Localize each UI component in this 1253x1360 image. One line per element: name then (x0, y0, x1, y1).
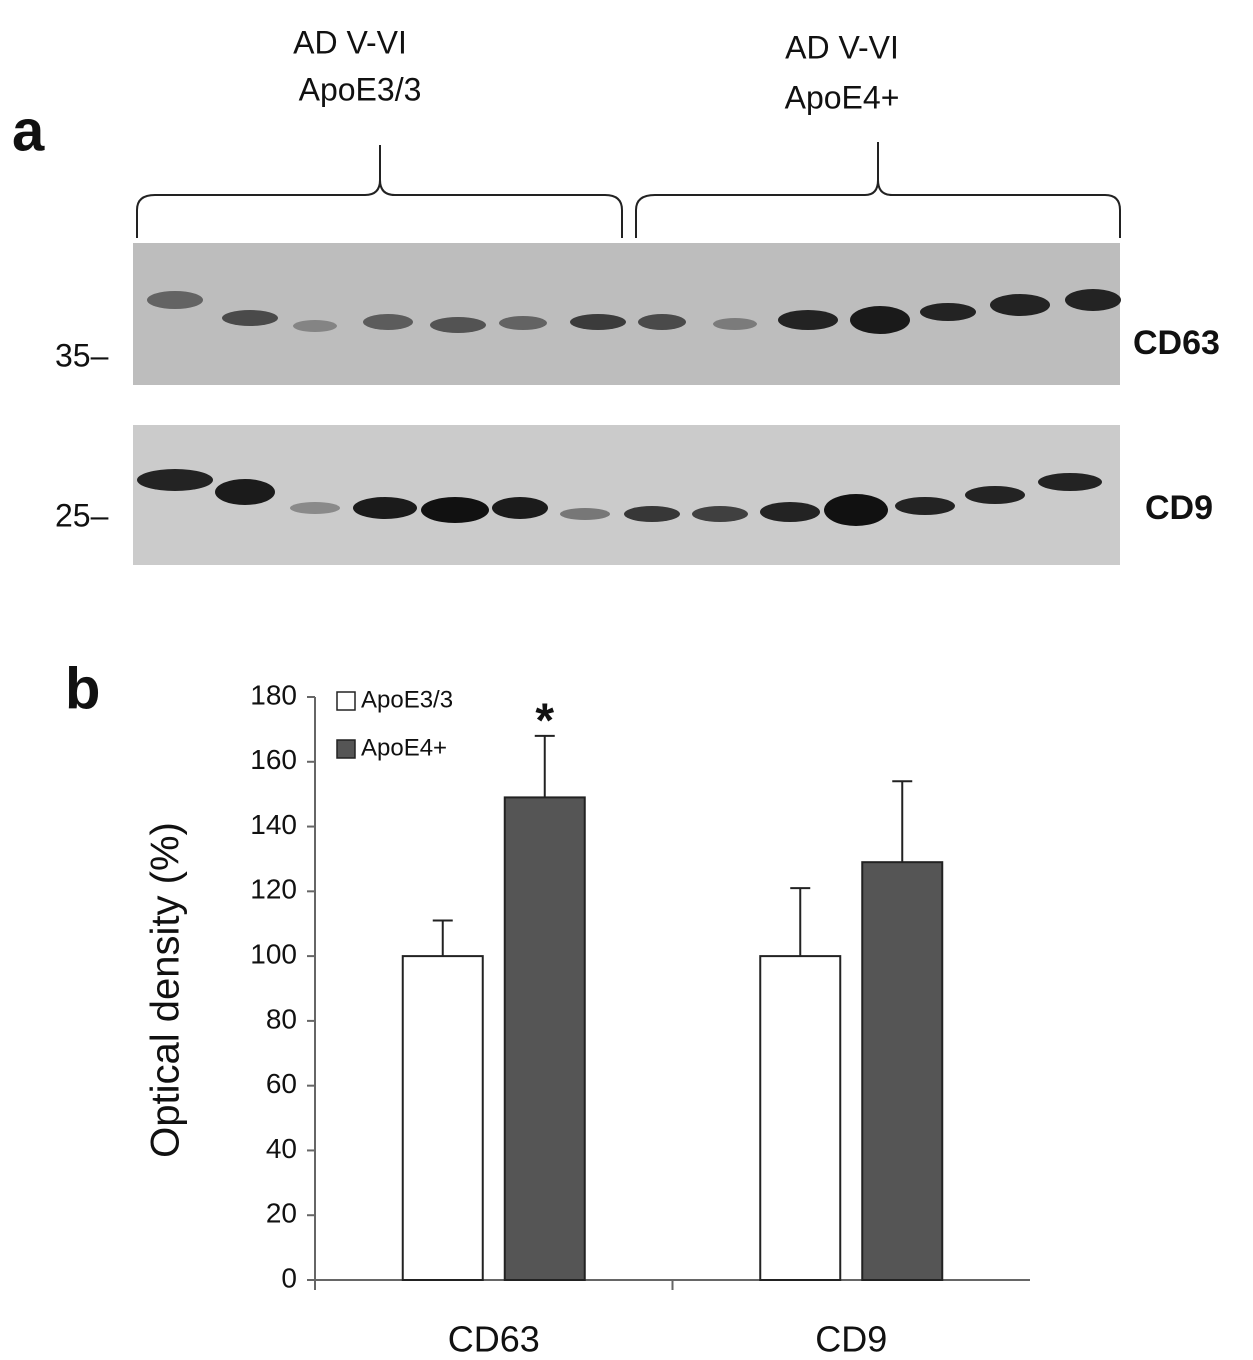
bands-cd9 (137, 469, 1102, 526)
marker-label: 25– (55, 497, 109, 533)
bands-cd63 (147, 289, 1121, 334)
legend-label: ApoE3/3 (361, 686, 453, 713)
x-tick-label: CD9 (815, 1319, 887, 1360)
y-tick-label: 20 (266, 1198, 297, 1229)
legend-label: ApoE4+ (361, 734, 447, 761)
y-tick-label: 80 (266, 1003, 297, 1034)
brace (635, 142, 1121, 238)
bar (861, 861, 944, 1282)
y-tick-label: 100 (250, 939, 297, 970)
bar (401, 955, 484, 1281)
y-tick-label: 60 (266, 1068, 297, 1099)
x-tick-label: CD63 (448, 1319, 540, 1360)
y-tick-label: 120 (250, 874, 297, 905)
brace (136, 145, 623, 238)
blot-label: CD63 (1133, 324, 1220, 362)
error-bar (534, 734, 555, 798)
y-tick-label: 40 (266, 1133, 297, 1164)
legend-swatch (336, 739, 356, 759)
group-label: ApoE4+ (785, 79, 900, 115)
error-bar (432, 919, 453, 957)
y-tick-label: 0 (281, 1262, 297, 1293)
error-bar (892, 780, 913, 863)
y-axis-label: Optical density (%) (144, 822, 188, 1158)
blot-label: CD9 (1145, 489, 1213, 527)
panel-label: b (65, 656, 100, 721)
y-tick-label: 180 (250, 679, 297, 710)
legend-swatch (336, 691, 356, 711)
group-label: ApoE3/3 (299, 71, 422, 107)
blot-cd9 (133, 425, 1120, 565)
y-tick-label: 160 (250, 744, 297, 775)
annotation: * (535, 695, 554, 748)
y-tick-label: 140 (250, 809, 297, 840)
panel-label: a (12, 98, 45, 163)
group-label: AD V-VI (785, 29, 899, 65)
panel-a: a AD V-VI ApoE3/3 AD V-VI ApoE4+ (12, 24, 1220, 565)
group-label: AD V-VI (293, 24, 407, 60)
error-bar (790, 887, 811, 957)
bar (759, 955, 842, 1281)
marker-label: 35– (55, 337, 109, 373)
bar (503, 796, 586, 1282)
